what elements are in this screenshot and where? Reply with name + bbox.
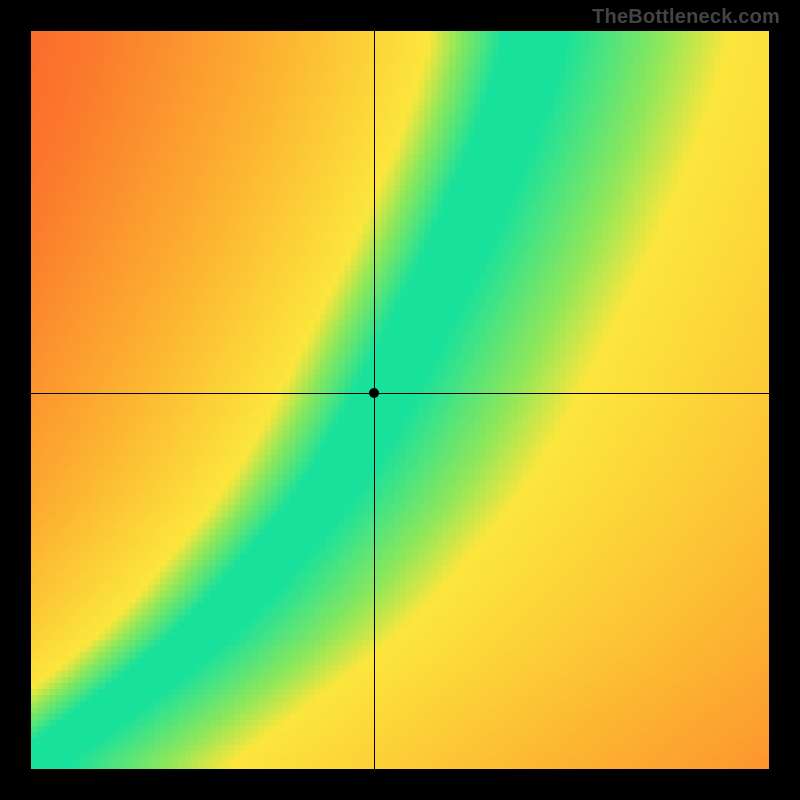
bottleneck-heatmap	[31, 31, 769, 769]
crosshair-vertical	[374, 31, 375, 769]
crosshair-marker	[369, 388, 379, 398]
chart-container: TheBottleneck.com	[0, 0, 800, 800]
crosshair-horizontal	[31, 393, 769, 394]
watermark-label: TheBottleneck.com	[592, 6, 780, 29]
